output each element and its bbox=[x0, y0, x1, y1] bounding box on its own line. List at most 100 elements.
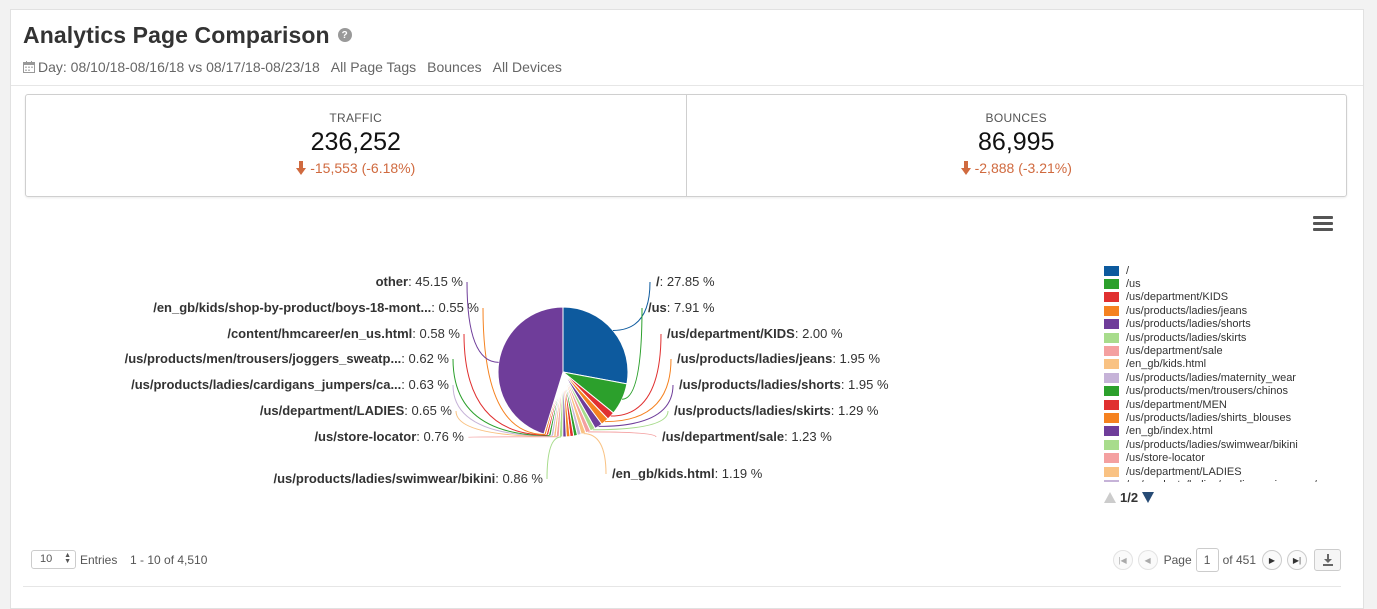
legend-item[interactable]: /us/products/men/trousers/chinos bbox=[1104, 385, 1356, 398]
legend-label: /us/products/ladies/shirts_blouses bbox=[1126, 412, 1291, 424]
pie-label: /us/department/KIDS: 2.00 % bbox=[667, 326, 843, 341]
legend-pager: 1/2 bbox=[1104, 490, 1356, 505]
legend-label: /us/products/ladies/swimwear/bikini bbox=[1126, 439, 1298, 451]
pie-label-name: /us/products/ladies/jeans bbox=[677, 351, 832, 366]
legend-item[interactable]: /us/department/KIDS bbox=[1104, 291, 1356, 304]
legend-item[interactable]: /us/products/ladies/cardigans_jumpers/ bbox=[1104, 478, 1356, 482]
pie-label: /us/department/sale: 1.23 % bbox=[662, 429, 832, 444]
legend-label: /us/products/ladies/shorts bbox=[1126, 318, 1251, 330]
pie-label-value: : 0.55 % bbox=[431, 300, 479, 315]
pie-label-value: : 1.95 % bbox=[841, 377, 889, 392]
pie-label: /us/department/LADIES: 0.65 % bbox=[260, 403, 453, 418]
page-tags-filter[interactable]: All Page Tags bbox=[331, 59, 416, 75]
legend-label: / bbox=[1126, 265, 1129, 277]
kpi-bounces-delta: -2,888 (-3.21%) bbox=[687, 160, 1347, 176]
pie-slice[interactable] bbox=[563, 307, 628, 384]
legend-item[interactable]: /us/department/MEN bbox=[1104, 398, 1356, 411]
legend-item[interactable]: /us/department/sale bbox=[1104, 344, 1356, 357]
pie-label-name: /us/products/men/trousers/joggers_sweatp… bbox=[125, 351, 402, 366]
pie-label: other: 45.15 % bbox=[376, 274, 464, 289]
pie-label-value: : 0.58 % bbox=[412, 326, 460, 341]
legend-item[interactable]: / bbox=[1104, 264, 1356, 277]
pie-label-name: /us/products/ladies/swimwear/bikini bbox=[274, 471, 496, 486]
pie-label-value: : 0.76 % bbox=[416, 429, 464, 444]
legend-item[interactable]: /us bbox=[1104, 277, 1356, 290]
legend-swatch bbox=[1104, 453, 1119, 463]
legend-page-label: 1/2 bbox=[1120, 490, 1138, 505]
page-input[interactable]: 1 bbox=[1196, 548, 1219, 572]
legend-swatch bbox=[1104, 480, 1119, 482]
legend-item[interactable]: /en_gb/index.html bbox=[1104, 425, 1356, 438]
pie-label-name: /us/department/LADIES bbox=[260, 403, 405, 418]
legend-item[interactable]: /us/products/ladies/shirts_blouses bbox=[1104, 411, 1356, 424]
legend-item[interactable]: /us/products/ladies/jeans bbox=[1104, 304, 1356, 317]
legend-label: /us/department/LADIES bbox=[1126, 466, 1242, 478]
download-button[interactable] bbox=[1314, 549, 1341, 571]
pie-label-name: /en_gb/kids/shop-by-product/boys-18-mont… bbox=[153, 300, 431, 315]
legend-item[interactable]: /us/department/LADIES bbox=[1104, 465, 1356, 478]
kpi-strip: TRAFFIC 236,252 -15,553 (-6.18%) BOUNCES… bbox=[25, 94, 1347, 197]
legend-swatch bbox=[1104, 279, 1119, 289]
filter-bar: Day: 08/10/18-08/16/18 vs 08/17/18-08/23… bbox=[23, 59, 1363, 75]
kpi-bounces-value: 86,995 bbox=[687, 128, 1347, 157]
legend-label: /en_gb/kids.html bbox=[1126, 358, 1206, 370]
entries-select[interactable]: 10 ▲▼ bbox=[31, 550, 76, 569]
legend-item[interactable]: /en_gb/kids.html bbox=[1104, 358, 1356, 371]
legend-swatch bbox=[1104, 373, 1119, 383]
date-filter[interactable]: Day: 08/10/18-08/16/18 vs 08/17/18-08/23… bbox=[23, 59, 320, 75]
legend-item[interactable]: /us/store-locator bbox=[1104, 451, 1356, 464]
legend-swatch bbox=[1104, 266, 1119, 276]
legend-label: /us/products/ladies/maternity_wear bbox=[1126, 372, 1296, 384]
analytics-panel: Analytics Page Comparison ? Day: 08/10/1… bbox=[10, 9, 1364, 609]
kpi-bounces-delta-text: -2,888 (-3.21%) bbox=[975, 160, 1072, 176]
download-icon bbox=[1322, 554, 1334, 566]
pie-label-value: : 2.00 % bbox=[795, 326, 843, 341]
pie-label-value: : 7.91 % bbox=[667, 300, 715, 315]
legend-items: //us/us/department/KIDS/us/products/ladi… bbox=[1104, 264, 1356, 482]
legend-label: /us/department/KIDS bbox=[1126, 291, 1228, 303]
legend-label: /us/products/ladies/cardigans_jumpers/ bbox=[1126, 479, 1317, 482]
legend-swatch bbox=[1104, 292, 1119, 302]
legend-label: /us/store-locator bbox=[1126, 452, 1205, 464]
legend-item[interactable]: /us/products/ladies/maternity_wear bbox=[1104, 371, 1356, 384]
legend-label: /en_gb/index.html bbox=[1126, 425, 1213, 437]
table-footer: 10 ▲▼ Entries 1 - 10 of 4,510 |◀ ◀ Page … bbox=[31, 547, 1341, 573]
header: Analytics Page Comparison ? Day: 08/10/1… bbox=[23, 20, 1363, 90]
legend-swatch bbox=[1104, 359, 1119, 369]
header-divider bbox=[11, 85, 1363, 86]
pie-label: /us/store-locator: 0.76 % bbox=[314, 429, 464, 444]
kpi-bounces: BOUNCES 86,995 -2,888 (-3.21%) bbox=[686, 95, 1347, 196]
legend-prev-icon[interactable] bbox=[1104, 492, 1116, 503]
pie-label: /us/products/men/trousers/joggers_sweatp… bbox=[125, 351, 450, 366]
legend-swatch bbox=[1104, 440, 1119, 450]
next-page-icon[interactable]: ▶ bbox=[1262, 550, 1282, 570]
range-label: 1 - 10 of 4,510 bbox=[130, 553, 207, 567]
first-page-icon[interactable]: |◀ bbox=[1113, 550, 1133, 570]
devices-filter[interactable]: All Devices bbox=[493, 59, 562, 75]
pie-label-value: : 0.63 % bbox=[401, 377, 449, 392]
legend-swatch bbox=[1104, 346, 1119, 356]
last-page-icon[interactable]: ▶| bbox=[1287, 550, 1307, 570]
page-label: Page bbox=[1164, 553, 1192, 567]
chart-menu-icon[interactable] bbox=[1313, 216, 1333, 232]
legend-swatch bbox=[1104, 333, 1119, 343]
legend-item[interactable]: /us/products/ladies/swimwear/bikini bbox=[1104, 438, 1356, 451]
pie-chart: /: 27.85 %/us: 7.91 %/us/department/KIDS… bbox=[11, 210, 1091, 510]
pie-label: /en_gb/kids/shop-by-product/boys-18-mont… bbox=[153, 300, 479, 315]
pie-label: /us: 7.91 % bbox=[648, 300, 715, 315]
pie-connector bbox=[588, 432, 656, 437]
pie-label-name: /us/store-locator bbox=[314, 429, 416, 444]
calendar-icon bbox=[23, 61, 35, 73]
legend-item[interactable]: /us/products/ladies/skirts bbox=[1104, 331, 1356, 344]
legend-item[interactable]: /us/products/ladies/shorts bbox=[1104, 318, 1356, 331]
kpi-traffic-delta: -15,553 (-6.18%) bbox=[26, 160, 686, 176]
legend-swatch bbox=[1104, 319, 1119, 329]
legend-swatch bbox=[1104, 413, 1119, 423]
legend-swatch bbox=[1104, 400, 1119, 410]
kpi-bounces-label: BOUNCES bbox=[687, 111, 1347, 125]
legend-next-icon[interactable] bbox=[1142, 492, 1154, 503]
metric-filter[interactable]: Bounces bbox=[427, 59, 481, 75]
prev-page-icon[interactable]: ◀ bbox=[1138, 550, 1158, 570]
pie-label-value: : 1.23 % bbox=[784, 429, 832, 444]
question-circle-icon[interactable]: ? bbox=[338, 28, 352, 42]
